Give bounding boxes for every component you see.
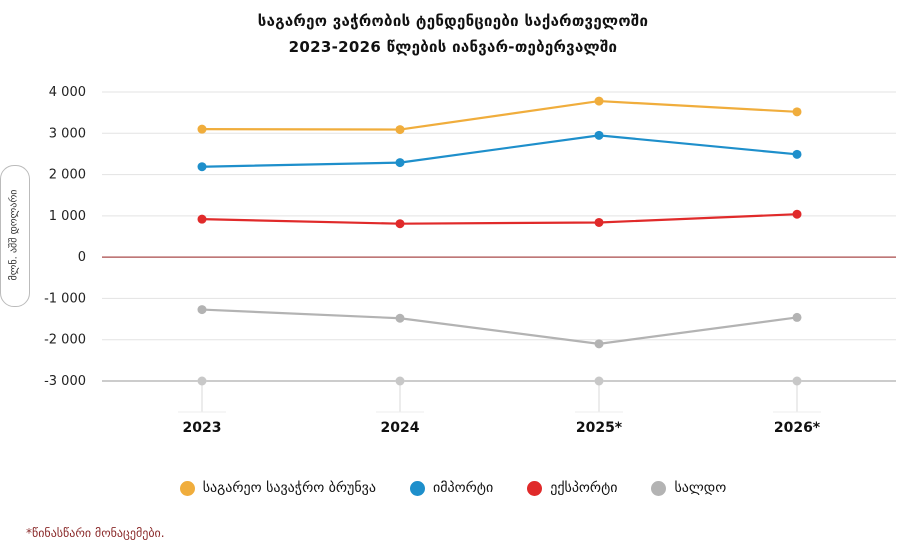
data-point xyxy=(395,219,405,229)
data-point xyxy=(395,125,405,135)
axis-marker xyxy=(594,376,604,386)
legend-marker-icon xyxy=(409,480,425,496)
legend-marker-icon xyxy=(651,480,667,496)
y-tick-label: -3 000 xyxy=(44,374,86,389)
y-axis-label: მლნ. აშშ დოლარი xyxy=(8,189,20,281)
axis-marker xyxy=(197,376,207,386)
data-point xyxy=(197,162,207,172)
data-point xyxy=(395,313,405,323)
chart-subtitle: 2023-2026 წლების იანვარ-თებერვალში xyxy=(288,38,618,56)
series-line xyxy=(201,134,798,168)
legend-item-export: ექსპორტი xyxy=(527,480,617,496)
y-tick-label: 1 000 xyxy=(49,209,86,224)
data-point xyxy=(594,217,604,227)
legend-item-import: იმპორტი xyxy=(409,480,494,496)
axis-marker xyxy=(395,376,405,386)
chart-title: საგარეო ვაჭრობის ტენდენციები საქართველოშ… xyxy=(257,12,649,30)
y-tick-label: -1 000 xyxy=(44,291,86,306)
x-tick-label: 2024 xyxy=(381,420,420,436)
data-point xyxy=(197,124,207,134)
data-point xyxy=(197,214,207,224)
data-point xyxy=(792,107,802,117)
legend: საგარეო სავაჭრო ბრუნვა იმპორტი ექსპორტი … xyxy=(0,480,906,496)
legend-label: სალდო xyxy=(674,480,727,496)
legend-item-balance: სალდო xyxy=(651,480,726,496)
line-chart: 4 000 3 000 2 000 1 000 0 -1 000 -2 000 -3 000 2… xyxy=(44,85,896,436)
legend-label: ექსპორტი xyxy=(550,480,618,496)
series-line xyxy=(201,308,798,345)
y-tick-label: 4 000 xyxy=(49,85,86,100)
legend-marker-icon xyxy=(179,480,195,496)
axis-marker xyxy=(792,376,802,386)
x-tick-label: 2026* xyxy=(774,420,821,436)
x-tick-label: 2023 xyxy=(183,420,222,436)
footnote: *წინასწარი მონაცემები. xyxy=(26,526,165,540)
legend-label: საგარეო სავაჭრო ბრუნვა xyxy=(202,480,376,496)
data-point xyxy=(792,209,802,219)
data-point xyxy=(594,96,604,106)
data-point xyxy=(395,158,405,168)
data-point xyxy=(792,312,802,322)
data-point xyxy=(792,149,802,159)
series-line xyxy=(201,213,798,225)
legend-item-turnover: საგარეო სავაჭრო ბრუნვა xyxy=(179,480,376,496)
y-tick-label: 0 xyxy=(78,250,86,265)
y-axis-label-box xyxy=(0,165,30,307)
y-tick-label: 2 000 xyxy=(49,168,86,183)
x-tick-label: 2025* xyxy=(576,420,623,436)
legend-marker-icon xyxy=(527,480,543,496)
data-point xyxy=(594,130,604,140)
legend-label: იმპორტი xyxy=(432,480,494,496)
data-point xyxy=(197,305,207,315)
y-tick-label: -2 000 xyxy=(44,333,86,348)
series-line xyxy=(201,99,798,131)
data-point xyxy=(594,339,604,349)
y-tick-label: 3 000 xyxy=(49,126,86,141)
